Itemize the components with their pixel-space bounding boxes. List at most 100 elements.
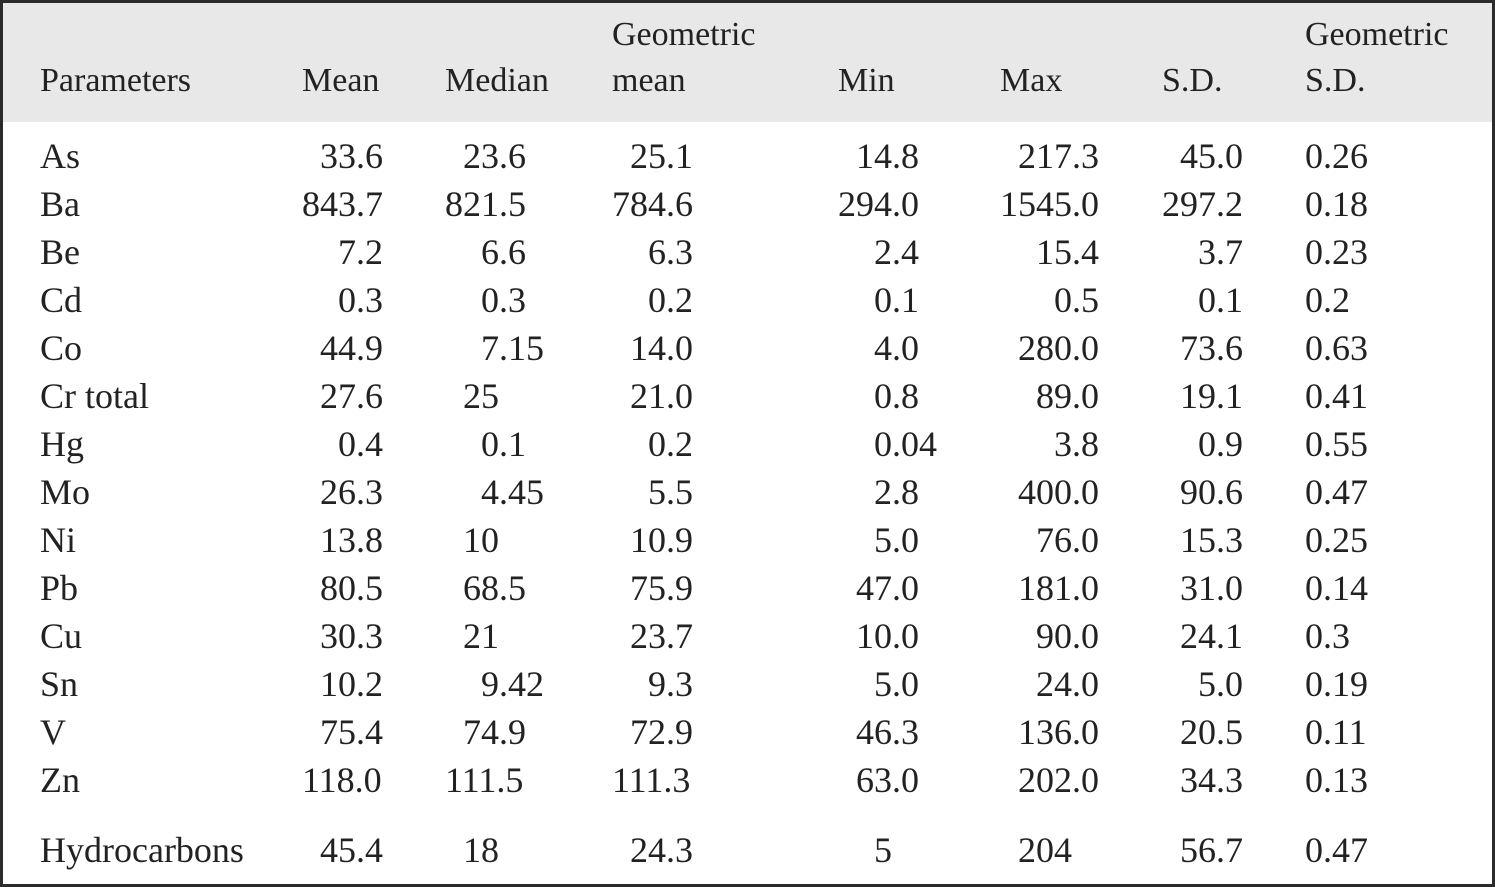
value-cell: 0.41 <box>1305 372 1492 420</box>
parameter-name: Be <box>3 228 302 276</box>
value-text: 4.0 <box>874 328 919 368</box>
value-text: 5.0 <box>874 520 919 560</box>
column-header: S.D. <box>1162 3 1305 122</box>
value-cell: 9.3 <box>612 660 838 708</box>
value-cell: 72.9 <box>612 708 838 756</box>
parameter-text: V <box>40 712 66 752</box>
column-header-text: Median <box>445 62 549 99</box>
value-text: 0.18 <box>1305 184 1368 224</box>
value-text: 0.1 <box>874 280 919 320</box>
value-text: 47.0 <box>856 568 919 608</box>
value-text: 5.0 <box>874 664 919 704</box>
parameter-name: Ni <box>3 516 302 564</box>
value-text: 75.9 <box>630 568 693 608</box>
table-row: Hydrocarbons 45.4 18 24.3 5 204 56.7 0.47 <box>3 804 1492 874</box>
value-text: 26.3 <box>320 472 383 512</box>
value-cell: 21 <box>445 612 612 660</box>
value-cell: 0.47 <box>1305 468 1492 516</box>
value-text: 217.3 <box>1018 136 1099 176</box>
table-row: Hg 0.4 0.1 0.2 0.04 3.8 0.9 0.55 <box>3 420 1492 468</box>
value-cell: 45.0 <box>1162 122 1305 180</box>
value-cell: 5.0 <box>838 660 1000 708</box>
value-cell: 26.3 <box>302 468 445 516</box>
value-cell: 23.7 <box>612 612 838 660</box>
table-row: Sn 10.2 9.42 9.3 5.0 24.0 5.0 0.19 <box>3 660 1492 708</box>
table-row: Cu 30.3 21 23.7 10.0 90.0 24.1 0.3 <box>3 612 1492 660</box>
value-cell: 13.8 <box>302 516 445 564</box>
value-text: 0.25 <box>1305 520 1368 560</box>
parameter-text: Pb <box>40 568 79 608</box>
value-cell: 10.9 <box>612 516 838 564</box>
value-cell: 0.26 <box>1305 122 1492 180</box>
value-text: 0.2 <box>648 280 693 320</box>
value-text: 204 <box>1018 830 1072 870</box>
value-cell: 20.5 <box>1162 708 1305 756</box>
parameter-name: As <box>3 122 302 180</box>
value-cell: 118.0 <box>302 756 445 804</box>
parameter-name: Sn <box>3 660 302 708</box>
value-cell: 400.0 <box>1000 468 1162 516</box>
value-cell: 30.3 <box>302 612 445 660</box>
parameter-text: Zn <box>40 760 80 800</box>
value-cell: 0.1 <box>838 276 1000 324</box>
value-text: 0.13 <box>1305 760 1368 800</box>
value-cell: 45.4 <box>302 804 445 874</box>
value-text: 21.0 <box>630 376 693 416</box>
value-text: 297.2 <box>1162 184 1243 224</box>
value-text: 14.0 <box>630 328 693 368</box>
value-cell: 10 <box>445 516 612 564</box>
value-cell: 0.4 <box>302 420 445 468</box>
value-text: 111.3 <box>612 760 691 800</box>
value-cell: 9.42 <box>445 660 612 708</box>
value-text: 24.3 <box>630 830 693 870</box>
value-text: 843.7 <box>302 184 383 224</box>
value-text: 0.14 <box>1305 568 1368 608</box>
value-cell: 0.1 <box>1162 276 1305 324</box>
value-cell: 6.6 <box>445 228 612 276</box>
value-text: 3.8 <box>1054 424 1099 464</box>
value-cell: 90.6 <box>1162 468 1305 516</box>
value-text: 25 <box>463 376 499 416</box>
value-cell: 0.3 <box>445 276 612 324</box>
value-cell: 821.5 <box>445 180 612 228</box>
value-cell: 0.1 <box>445 420 612 468</box>
value-text: 31.0 <box>1180 568 1243 608</box>
value-cell: 0.5 <box>1000 276 1162 324</box>
value-cell: 80.5 <box>302 564 445 612</box>
value-text: 202.0 <box>1018 760 1099 800</box>
table-row: Cr total 27.6 25 21.0 0.8 89.0 19.1 0.41 <box>3 372 1492 420</box>
value-cell: 24.1 <box>1162 612 1305 660</box>
table-header: Parameters Mean Median Geometric mean Min Max… <box>3 3 1492 122</box>
table-row: Cd 0.3 0.3 0.2 0.1 0.5 0.1 0.2 <box>3 276 1492 324</box>
value-cell: 5.5 <box>612 468 838 516</box>
value-text: 280.0 <box>1018 328 1099 368</box>
value-text: 0.47 <box>1305 472 1368 512</box>
value-cell: 25 <box>445 372 612 420</box>
parameter-text: Hydrocarbons <box>40 830 244 870</box>
value-cell: 7.2 <box>302 228 445 276</box>
value-text: 181.0 <box>1018 568 1099 608</box>
value-cell: 24.0 <box>1000 660 1162 708</box>
value-text: 45.0 <box>1180 136 1243 176</box>
value-text: 21 <box>463 616 499 656</box>
value-cell: 2.8 <box>838 468 1000 516</box>
table-row: Co 44.9 7.15 14.0 4.0 280.0 73.6 0.63 <box>3 324 1492 372</box>
value-text: 15.4 <box>1036 232 1099 272</box>
value-text: 0.1 <box>481 424 526 464</box>
column-header: Max <box>1000 3 1162 122</box>
value-text: 30.3 <box>320 616 383 656</box>
value-text: 0.5 <box>1054 280 1099 320</box>
value-text: 24.1 <box>1180 616 1243 656</box>
value-cell: 27.6 <box>302 372 445 420</box>
value-text: 45.4 <box>320 830 383 870</box>
value-text: 75.4 <box>320 712 383 752</box>
value-text: 19.1 <box>1180 376 1243 416</box>
parameter-name: Co <box>3 324 302 372</box>
value-text: 3.7 <box>1198 232 1243 272</box>
value-cell: 18 <box>445 804 612 874</box>
column-header: Mean <box>302 3 445 122</box>
value-cell: 0.2 <box>612 420 838 468</box>
value-text: 72.9 <box>630 712 693 752</box>
value-text: 0.11 <box>1305 712 1367 752</box>
value-cell: 0.8 <box>838 372 1000 420</box>
